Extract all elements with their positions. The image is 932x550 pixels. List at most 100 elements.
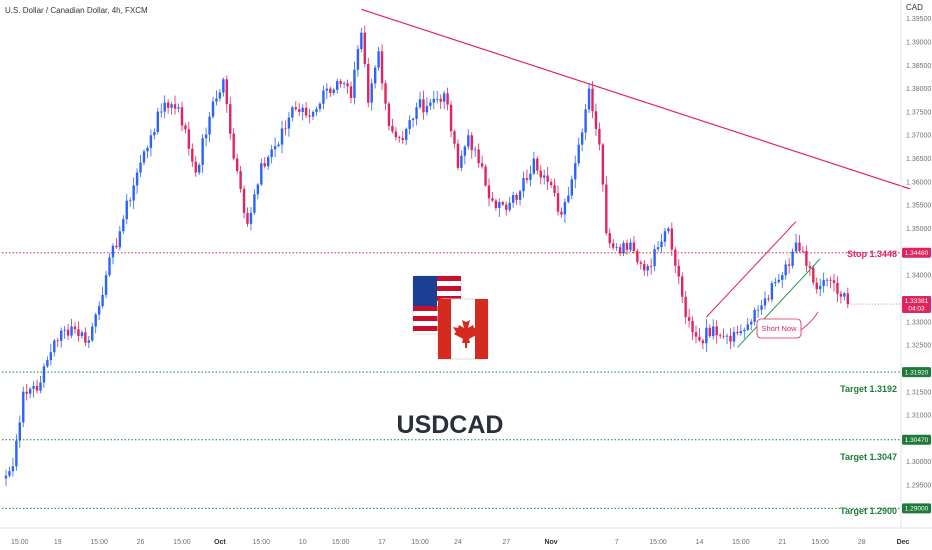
candle-body — [56, 340, 59, 342]
candle-body — [325, 88, 329, 91]
candle-body — [46, 360, 49, 367]
candle-body — [522, 178, 525, 192]
candle-body — [643, 263, 646, 271]
candle-body — [60, 330, 63, 341]
candle-body — [380, 51, 384, 84]
candle-body — [570, 179, 573, 196]
candle-body — [215, 98, 218, 102]
candle-body — [725, 335, 729, 337]
candle-body — [529, 173, 532, 180]
candle-body — [201, 138, 204, 165]
candle-body — [39, 382, 42, 391]
candle-body — [260, 163, 263, 185]
price-tick-label: 1.37500 — [906, 109, 931, 116]
candle-body — [798, 242, 801, 251]
short-now-note[interactable]: Short Now — [756, 318, 802, 339]
candle-body — [198, 164, 201, 173]
candle-body — [491, 198, 494, 201]
candle-body — [746, 324, 749, 330]
candle-body — [587, 88, 591, 110]
candle-body — [505, 204, 508, 210]
canada-flag-icon — [437, 298, 489, 360]
candle-body — [249, 212, 253, 224]
candle-body — [35, 386, 39, 391]
candle-body — [80, 332, 84, 337]
price-tick-label: 1.33000 — [906, 319, 931, 326]
candle-body — [367, 63, 370, 103]
current-price-label: 1.33381 — [905, 298, 929, 305]
descending-trendline[interactable] — [361, 8, 911, 190]
candle-body — [73, 326, 77, 330]
candle-body — [553, 185, 556, 194]
candle-body — [636, 250, 639, 263]
candle-body — [311, 111, 315, 117]
time-tick-label: 14 — [696, 539, 704, 546]
candle-body — [70, 326, 73, 336]
candle-body — [242, 188, 246, 213]
candle-body — [484, 166, 487, 186]
candle-body — [815, 282, 818, 290]
candle-body — [66, 329, 70, 336]
candle-body — [774, 282, 777, 284]
candle-body — [684, 296, 687, 318]
candle-body — [256, 184, 260, 195]
candle-body — [812, 267, 815, 283]
candle-body — [449, 104, 453, 132]
price-tick-label: 1.36500 — [906, 156, 931, 163]
countdown-label: 04:03 — [908, 306, 925, 313]
candle-body — [322, 90, 325, 104]
time-axis[interactable]: 15:00 19 15:00 26 15:00 Oct 15:00 10 15:00 17 15:0… — [11, 539, 909, 546]
candle-body — [832, 280, 836, 283]
candle-body — [239, 171, 242, 189]
candle-body — [304, 107, 308, 116]
candle-body — [539, 170, 542, 178]
candle-body — [391, 125, 394, 132]
time-tick-label: 15:00 — [253, 539, 271, 546]
candle-body — [170, 104, 173, 108]
candle-body — [339, 81, 342, 84]
candle-body — [146, 147, 149, 152]
channel-lower-line[interactable] — [737, 258, 821, 348]
candle-body — [332, 89, 335, 93]
price-level-badge-label: 1.34480 — [905, 250, 929, 257]
price-tick-label: 1.36000 — [906, 179, 931, 186]
time-tick-label: 26 — [137, 539, 145, 546]
candle-body — [843, 293, 846, 297]
candle-body — [463, 146, 467, 156]
candle-body — [387, 103, 391, 126]
candle-body — [225, 79, 228, 105]
candle-body — [663, 231, 667, 242]
candle-body — [518, 191, 522, 200]
candle-body — [532, 158, 536, 174]
candle-body — [301, 107, 304, 112]
candle-body — [135, 172, 139, 186]
candle-body — [556, 193, 560, 212]
candle-body — [166, 102, 170, 108]
candle-body — [356, 49, 360, 70]
candle-body — [770, 283, 774, 300]
time-tick-label: 15:00 — [332, 539, 350, 546]
candle-body — [536, 158, 539, 171]
candle-body — [342, 83, 346, 85]
candle-body — [63, 329, 66, 331]
candle-body — [160, 111, 163, 113]
candle-body — [477, 149, 480, 164]
channel-upper-line[interactable] — [705, 221, 797, 318]
candle-body — [580, 132, 584, 145]
candle-body — [442, 93, 446, 102]
candle-body — [149, 135, 153, 148]
candle-body — [125, 200, 128, 220]
candle-body — [411, 118, 415, 121]
price-tick-label: 1.30000 — [906, 459, 931, 466]
currency-label: CAD — [906, 3, 923, 12]
candle-body — [425, 105, 429, 113]
price-tick-label: 1.32500 — [906, 343, 931, 350]
overlays-layer — [2, 8, 911, 509]
candle-body — [53, 340, 56, 353]
candle-body — [508, 202, 511, 210]
candle-body — [394, 131, 398, 138]
candle-body — [674, 249, 677, 266]
candles-layer — [4, 25, 849, 487]
